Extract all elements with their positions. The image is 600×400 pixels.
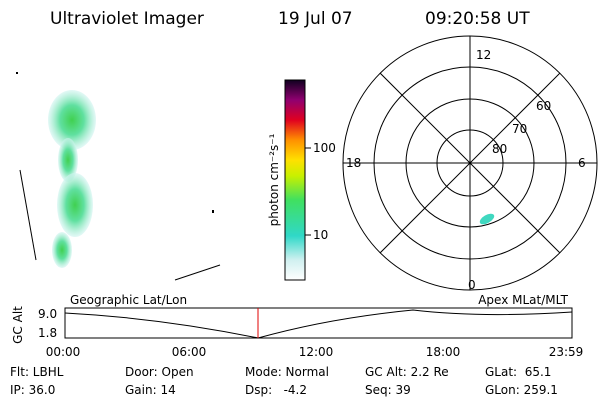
altitude-curve [64,309,573,339]
colorbar [284,79,306,281]
polar-grid [342,35,598,291]
instrument-title: Ultraviolet Imager [50,9,204,29]
x-tick-label: 23:59 [549,345,584,359]
altitude-frame [64,307,573,339]
status-field: GLat: 65.1 [485,365,551,379]
right-title: Apex MLat/MLT [478,293,568,307]
time: 09:20:58 UT [425,9,530,29]
colorbar-label: photon cm⁻²s⁻¹ [267,133,281,226]
status-field: GLon: 259.1 [485,383,558,397]
status-field: Mode: Normal [245,365,329,379]
lat-label: 70 [512,122,527,136]
status-field: Flt: LBHL [10,365,64,379]
auroral-image [16,72,221,281]
x-tick-label: 06:00 [172,345,207,359]
lat-label: 80 [492,142,507,156]
mlt-label: 18 [346,156,361,170]
x-tick-label: 12:00 [299,345,334,359]
x-tick-label: 18:00 [426,345,461,359]
mlt-label: 6 [578,156,586,170]
status-field: IP: 36.0 [10,383,55,397]
mlt-label: 12 [476,48,491,62]
y-tick-label: 1.8 [38,326,57,340]
status-field: Dsp: -4.2 [245,383,307,397]
mlt-label: 0 [468,278,476,292]
lat-label: 60 [536,99,551,113]
colorbar-tick-label: 100 [313,141,336,155]
date: 19 Jul 07 [278,9,353,29]
aurora-spot [479,213,495,225]
x-tick-label: 00:00 [46,345,81,359]
status-panel: Flt: LBHL Door: Open Mode: Normal GC Alt: 2… [10,365,558,397]
y-tick-label: 9.0 [38,307,57,321]
status-field: Seq: 39 [365,383,411,397]
status-field: Door: Open [125,365,194,379]
status-field: GC Alt: 2.2 Re [365,365,449,379]
y-axis-label: GC Alt [11,306,25,344]
left-title: Geographic Lat/Lon [70,293,187,307]
colorbar-tick-label: 10 [313,228,328,242]
status-field: Gain: 14 [125,383,176,397]
